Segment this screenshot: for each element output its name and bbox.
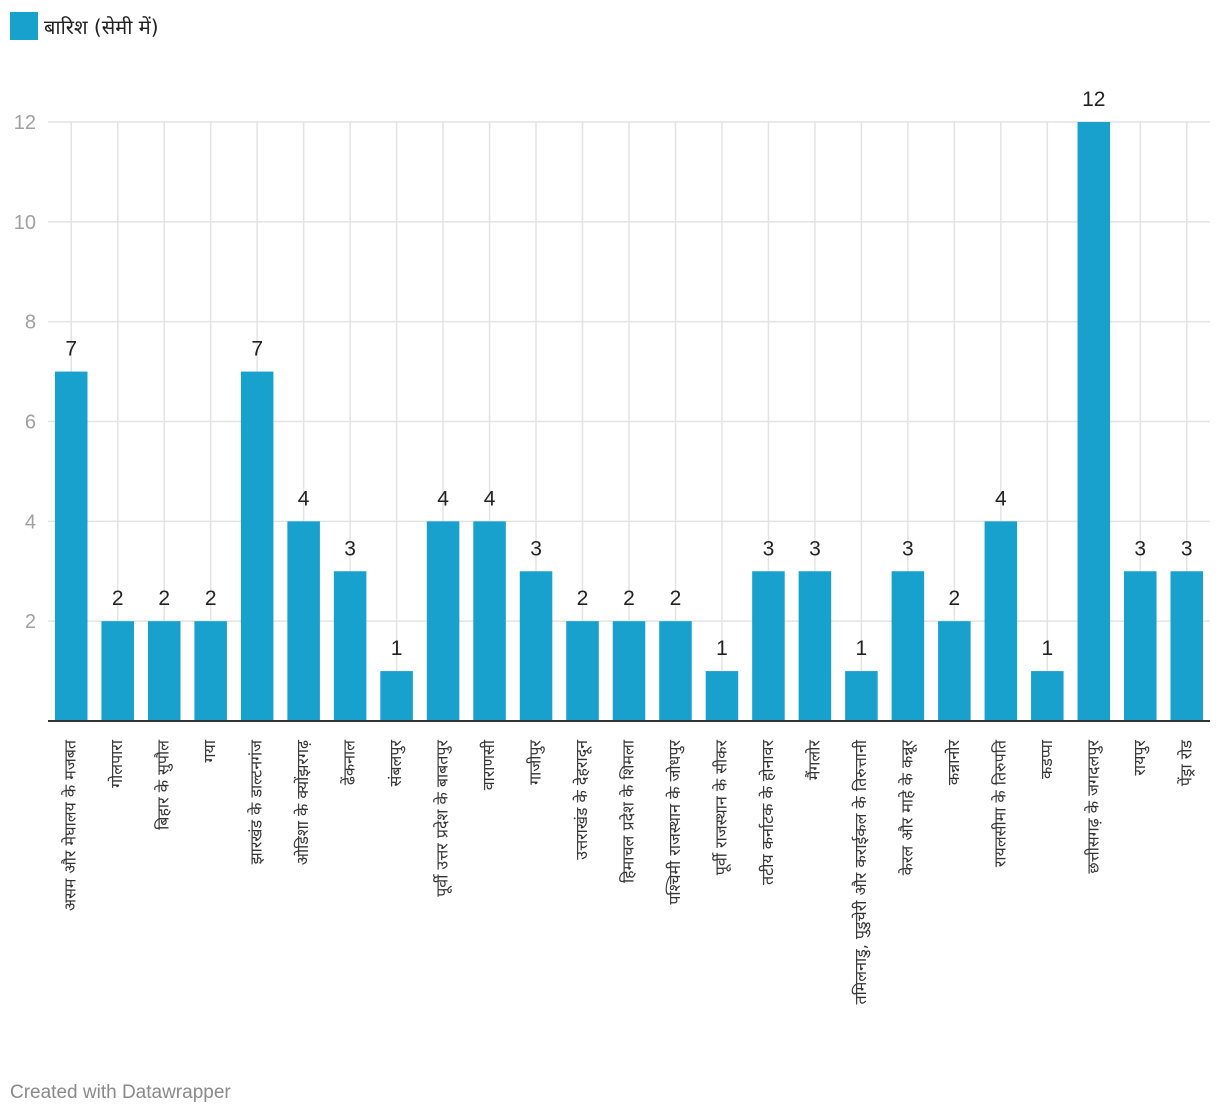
category-label: वाराणसी	[479, 739, 498, 790]
category-label: हिमाचल प्रदेश के शिमला	[619, 739, 638, 883]
category-label: तटीय कर्नाटक के होनावर	[758, 740, 777, 885]
category-label: कन्नानोर	[944, 740, 963, 786]
bar	[659, 621, 692, 721]
bar	[612, 621, 646, 721]
bar	[938, 621, 971, 721]
data-label: 2	[205, 587, 217, 610]
data-label: 1	[391, 637, 403, 660]
category-label: तमिलनाडु, पुडुचेरी और कराईकल के तिरुत्ता…	[851, 739, 871, 1004]
category-label: बिहार के सुपौल	[154, 739, 174, 830]
bar	[891, 571, 925, 721]
data-label: 4	[437, 487, 449, 510]
data-label: 3	[344, 537, 356, 560]
bar	[519, 571, 553, 721]
category-label: कडप्पा	[1037, 739, 1056, 779]
data-label: 3	[1134, 537, 1146, 560]
data-label: 2	[112, 587, 124, 610]
bar	[101, 621, 134, 721]
data-label: 3	[530, 537, 542, 560]
y-tick-label: 2	[25, 611, 36, 633]
data-label: 2	[949, 587, 961, 610]
data-label: 2	[577, 587, 589, 610]
data-label: 3	[1181, 537, 1193, 560]
data-label: 3	[809, 537, 821, 560]
bar	[798, 571, 832, 721]
category-label: उत्तराखंड के देहरादून	[572, 739, 592, 860]
bar	[147, 621, 181, 721]
data-label: 2	[670, 587, 682, 610]
bar	[1077, 122, 1111, 721]
data-label: 3	[763, 537, 775, 560]
bar	[752, 571, 785, 721]
category-label: गोलपारा	[107, 739, 126, 788]
legend-label: बारिश (सेमी में)	[44, 14, 159, 39]
category-label: असम और मेघालय के मजबत	[61, 739, 80, 911]
category-label: मैंगलोर	[804, 740, 823, 781]
legend: बारिश (सेमी में)	[10, 12, 159, 40]
bar	[473, 521, 506, 721]
data-label: 2	[158, 587, 170, 610]
bar	[240, 371, 274, 721]
category-label: पश्चिमी राजस्थान के जोधपुर	[665, 740, 685, 905]
category-label: ढेंकनाल	[340, 739, 359, 785]
bar	[194, 621, 227, 721]
data-label: 1	[856, 637, 868, 660]
category-label: पूर्वी उत्तर प्रदेश के बाबतपुर	[433, 740, 453, 897]
y-tick-label: 10	[14, 212, 36, 234]
data-label: 4	[484, 487, 496, 510]
data-label: 1	[1041, 637, 1053, 660]
legend-swatch	[10, 12, 38, 40]
category-label: गया	[200, 739, 219, 762]
data-label: 4	[995, 487, 1007, 510]
category-label: रायलसीमा के तिरुपति	[990, 739, 1009, 867]
bar	[287, 521, 320, 721]
bar	[984, 521, 1018, 721]
category-label: छत्तीसगढ़ के जगदलपुर	[1083, 740, 1103, 874]
category-label: ओडिशा के क्योंझरगढ़	[293, 739, 312, 865]
category-label: गाजीपुर	[526, 740, 546, 785]
bar	[1170, 571, 1204, 721]
data-label: 12	[1082, 88, 1105, 111]
category-label: संबलपुर	[386, 740, 406, 787]
y-tick-label: 12	[14, 112, 36, 134]
bar	[333, 571, 367, 721]
bar	[1124, 571, 1157, 721]
data-label: 2	[623, 587, 635, 610]
bar	[426, 521, 460, 721]
bar	[705, 671, 739, 721]
bar	[1031, 671, 1064, 721]
category-label: रायपुर	[1130, 740, 1150, 776]
footer-credit: Created with Datawrapper	[10, 1082, 231, 1103]
data-label: 1	[716, 637, 728, 660]
category-label: केरल और माहे के कन्नूर	[897, 740, 917, 876]
category-label: झारखंड के डाल्टनगंज	[247, 739, 266, 865]
y-tick-label: 6	[25, 412, 36, 434]
bar	[566, 621, 599, 721]
data-label: 3	[902, 537, 914, 560]
y-tick-label: 4	[25, 511, 36, 533]
data-label: 4	[298, 487, 310, 510]
category-label: पूर्वी राजस्थान के सीकर	[711, 740, 731, 876]
data-label: 7	[251, 338, 263, 361]
category-label: पेंड्रा रोड	[1176, 740, 1195, 787]
bar	[845, 671, 878, 721]
data-label: 7	[65, 338, 77, 361]
bar	[380, 671, 413, 721]
bar	[54, 371, 88, 721]
y-tick-label: 8	[25, 312, 36, 334]
